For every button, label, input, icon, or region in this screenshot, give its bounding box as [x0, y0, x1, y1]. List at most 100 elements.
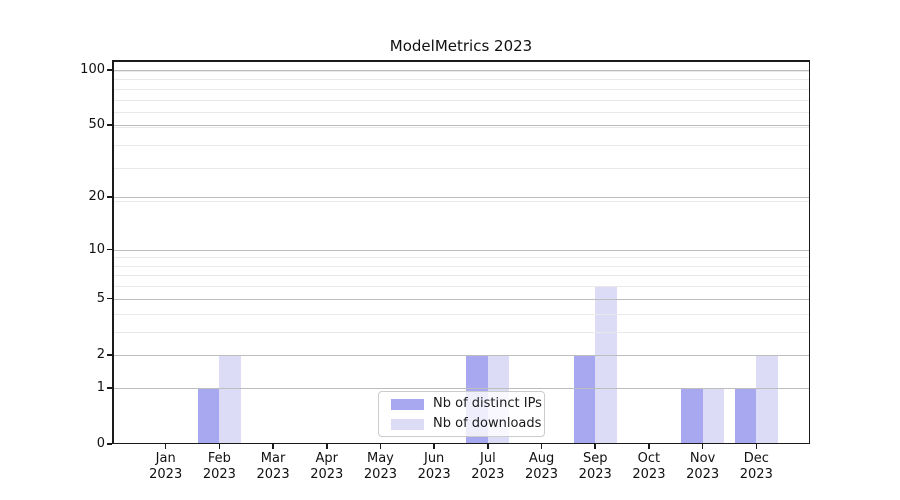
minor-gridline — [112, 265, 810, 267]
x-tick-year: 2023 — [417, 466, 451, 482]
x-tick-label: Feb 2023 — [191, 451, 247, 482]
x-tick-label: Apr 2023 — [299, 451, 355, 482]
x-tick-mark — [487, 444, 489, 449]
x-tick-year: 2023 — [739, 466, 773, 482]
major-gridline — [112, 125, 810, 127]
major-gridline — [112, 387, 810, 389]
minor-gridline — [112, 79, 810, 81]
legend-item-distinct-ips: Nb of distinct IPs — [391, 396, 542, 412]
major-gridline — [112, 354, 810, 356]
y-tick-label: 5 — [96, 290, 105, 306]
y-tick-mark — [107, 248, 112, 251]
y-tick-mark — [107, 196, 112, 198]
x-tick-year: 2023 — [578, 466, 612, 482]
x-tick-label: Dec 2023 — [728, 451, 784, 482]
x-tick-mark — [272, 444, 274, 449]
y-tick-mark — [107, 297, 112, 300]
y-tick-mark — [107, 124, 112, 126]
legend-swatch-downloads — [391, 418, 424, 430]
x-tick-year: 2023 — [149, 466, 183, 482]
x-tick-mark — [755, 444, 758, 449]
chart-title: ModelMetrics 2023 — [389, 37, 533, 55]
x-tick-month: Apr — [315, 451, 339, 466]
legend-swatch-distinct-ips — [391, 398, 424, 410]
major-gridline — [112, 69, 810, 71]
axis-spine-left — [112, 60, 114, 444]
x-tick-month: Sep — [582, 451, 608, 466]
x-tick-mark — [540, 444, 543, 449]
minor-gridline — [112, 112, 810, 114]
x-tick-year: 2023 — [310, 466, 344, 482]
axis-spine-top — [112, 60, 810, 62]
bar-feb-s0 — [197, 387, 220, 444]
y-tick-label: 1 — [96, 379, 105, 395]
x-tick-label: Oct 2023 — [621, 451, 677, 482]
bar-nov-s1 — [702, 387, 725, 444]
minor-gridline — [112, 331, 810, 333]
y-tick-label: 20 — [88, 189, 105, 205]
x-tick-year: 2023 — [524, 466, 559, 482]
axis-spine-bottom — [112, 442, 810, 444]
x-tick-year: 2023 — [256, 466, 290, 482]
x-tick-label: Mar 2023 — [245, 451, 301, 482]
bar-dec-s1 — [756, 354, 778, 444]
x-tick-label: Sep 2023 — [567, 451, 623, 482]
minor-gridline — [112, 88, 810, 90]
x-tick-label: Nov 2023 — [675, 451, 731, 482]
major-gridline — [112, 249, 810, 251]
x-tick-label: Jan 2023 — [138, 451, 194, 482]
x-tick-month: Aug — [528, 451, 555, 466]
bar-dec-s0 — [734, 387, 757, 444]
x-tick-month: Jul — [480, 451, 496, 466]
x-tick-label: Jun 2023 — [406, 451, 462, 482]
bar-sep-s0 — [573, 354, 596, 444]
y-tick-label: 100 — [80, 61, 105, 77]
x-tick-month: Nov — [689, 451, 716, 466]
minor-gridline — [112, 201, 810, 203]
y-tick-mark — [107, 443, 112, 445]
x-tick-year: 2023 — [202, 466, 236, 482]
minor-gridline — [112, 99, 810, 101]
x-tick-month: May — [367, 451, 394, 466]
minor-gridline — [112, 275, 810, 277]
legend-label-distinct-ips: Nb of distinct IPs — [433, 396, 542, 411]
minor-gridline — [112, 168, 810, 170]
legend-label-downloads: Nb of downloads — [433, 416, 542, 431]
plot-area — [112, 60, 810, 444]
x-tick-month: Dec — [743, 451, 769, 466]
x-tick-mark — [218, 444, 221, 449]
minor-gridline — [112, 70, 810, 72]
x-tick-label: Aug 2023 — [514, 451, 570, 482]
y-tick-label: 50 — [88, 117, 105, 133]
y-tick-mark — [107, 354, 112, 356]
x-tick-label: Jul 2023 — [460, 451, 516, 482]
legend: Nb of distinct IPs Nb of downloads — [378, 391, 545, 437]
x-tick-month: Mar — [260, 451, 286, 466]
axis-spine-right — [808, 60, 810, 444]
bar-nov-s0 — [681, 387, 703, 444]
bar-sep-s1 — [595, 286, 617, 444]
x-tick-mark — [326, 444, 328, 449]
x-tick-month: Jun — [423, 451, 445, 466]
y-tick-mark — [107, 387, 112, 389]
x-tick-mark — [433, 444, 435, 449]
x-tick-mark — [379, 444, 382, 449]
bar-feb-s1 — [219, 354, 241, 444]
x-tick-mark — [701, 444, 704, 449]
y-tick-label: 2 — [96, 346, 105, 362]
x-tick-month: Jan — [155, 451, 176, 466]
minor-gridline — [112, 257, 810, 259]
y-tick-mark — [107, 69, 112, 71]
y-tick-label: 10 — [88, 241, 105, 257]
x-tick-month: Oct — [637, 451, 661, 466]
major-gridline — [112, 197, 810, 199]
legend-item-downloads: Nb of downloads — [391, 416, 541, 432]
x-tick-year: 2023 — [471, 466, 505, 482]
y-tick-label: 0 — [96, 436, 105, 451]
minor-gridline — [112, 313, 810, 315]
x-tick-mark — [648, 444, 650, 449]
minor-gridline — [112, 286, 810, 288]
minor-gridline — [112, 144, 810, 146]
x-tick-mark — [594, 444, 596, 449]
